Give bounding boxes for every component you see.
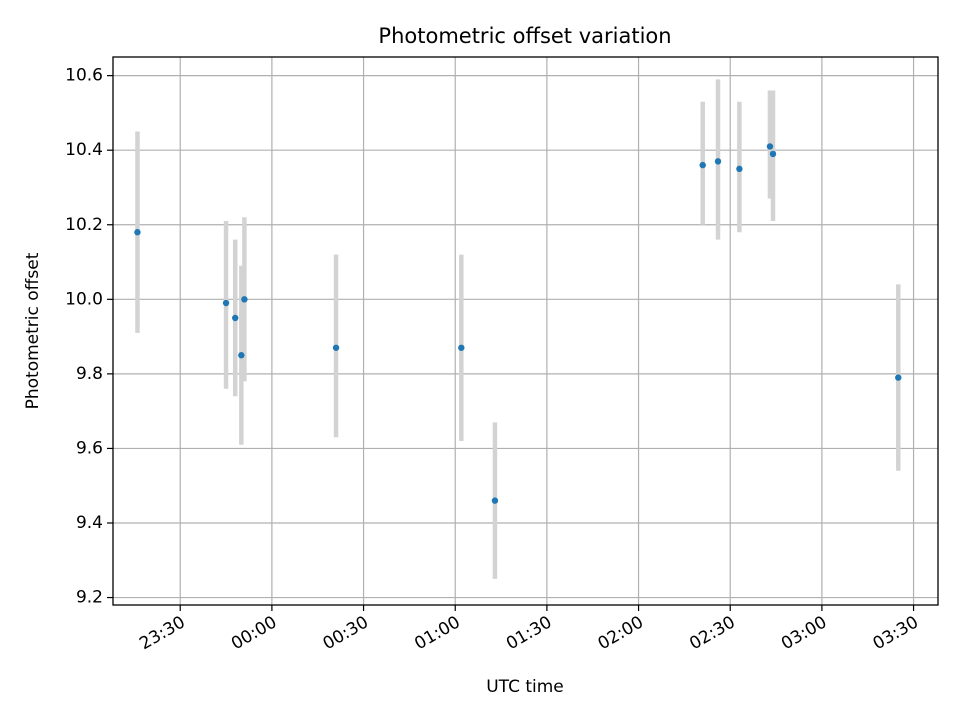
data-point	[332, 344, 340, 351]
grid	[113, 57, 938, 605]
data-point	[238, 352, 245, 359]
data-point	[714, 158, 722, 165]
data-point	[895, 374, 902, 381]
data-point	[222, 299, 230, 307]
chart-title: Photometric offset variation	[378, 24, 671, 48]
y-tick-label: 10.2	[65, 215, 103, 235]
data-point	[736, 165, 743, 173]
plot-frame	[112, 56, 939, 606]
data-point	[769, 150, 777, 158]
x-axis-label: UTC time	[486, 677, 564, 697]
y-tick-label: 9.8	[76, 364, 103, 384]
y-tick-label: 9.4	[76, 513, 103, 533]
data-point	[134, 229, 141, 236]
y-axis-label: Photometric offset	[23, 252, 43, 409]
y-axis: 9.2 9.4 9.6 9.8 10.0 10.2 10.4 10.6	[65, 66, 113, 608]
data-points	[134, 143, 902, 504]
data-point	[766, 143, 774, 150]
data-point	[491, 497, 499, 504]
y-tick-label: 10.6	[65, 66, 103, 86]
data-point	[241, 296, 248, 303]
data-point	[232, 314, 239, 322]
data-point	[458, 344, 465, 351]
y-tick-label: 9.6	[76, 438, 103, 458]
data-point	[699, 161, 706, 169]
y-tick-label: 10.0	[65, 289, 103, 309]
y-tick-label: 9.2	[76, 588, 103, 608]
y-tick-label: 10.4	[65, 140, 103, 160]
